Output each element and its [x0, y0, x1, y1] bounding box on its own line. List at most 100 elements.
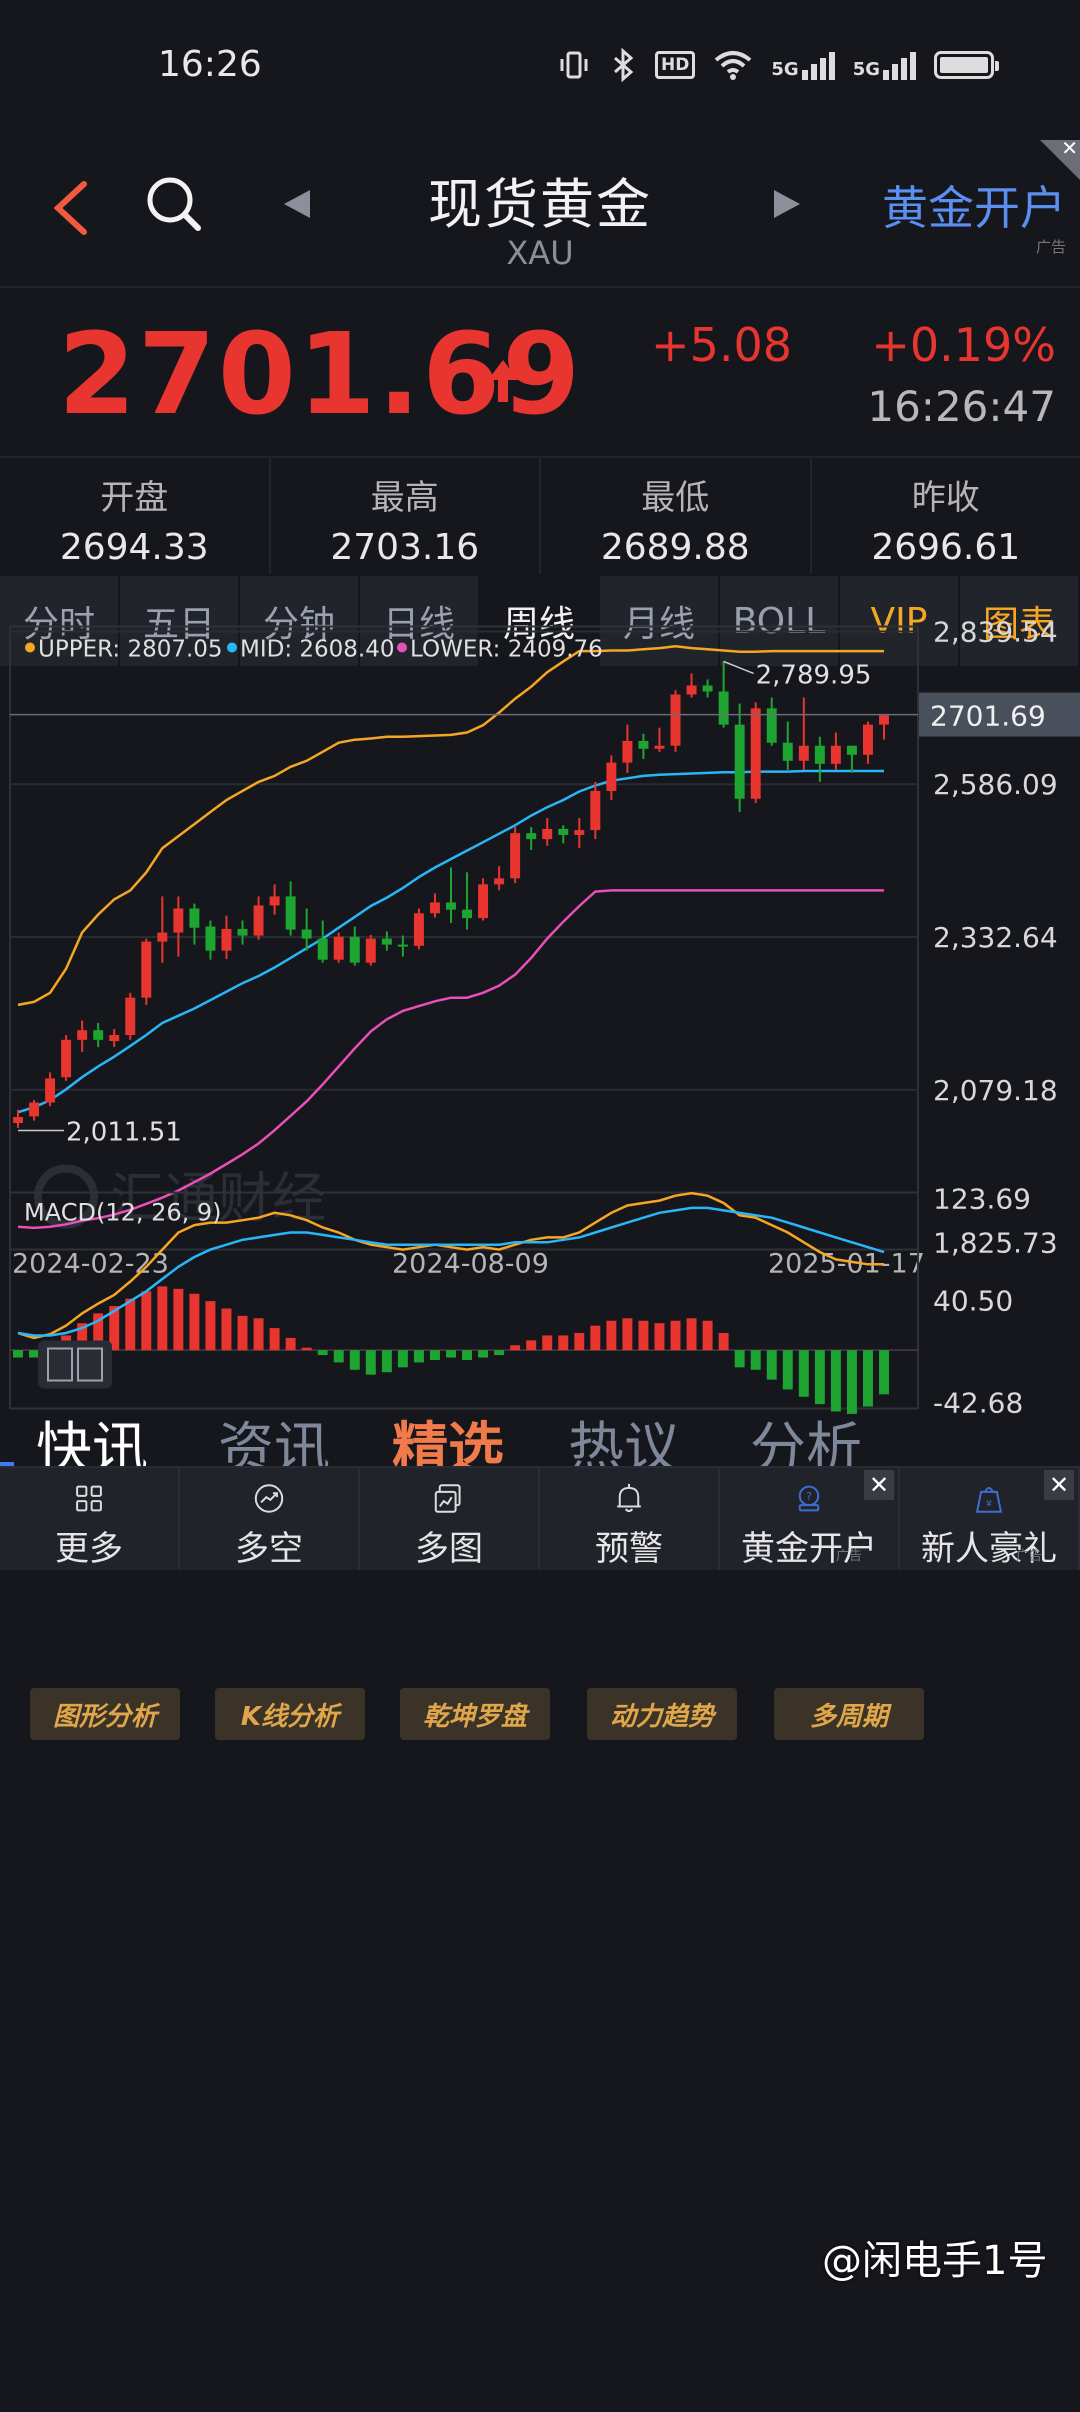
period-tab[interactable]: 分时: [0, 576, 120, 666]
signal-a: 5G: [771, 50, 835, 80]
macd-bar: [381, 1350, 392, 1373]
ohlc-value: 2689.88: [600, 527, 750, 568]
macd-bar: [814, 1350, 825, 1405]
ad-close-corner[interactable]: [1040, 140, 1080, 180]
macd-y-tick-label: -42.68: [933, 1387, 1023, 1420]
macd-bar: [862, 1350, 873, 1407]
ohlc-label: 最低: [641, 478, 710, 518]
candle: [429, 893, 440, 918]
close-icon[interactable]: ✕: [1044, 1470, 1074, 1500]
ad-label: 广告: [835, 1549, 862, 1564]
ohlc-low: 最低 2689.88: [541, 456, 812, 574]
vibrate-icon: [560, 51, 588, 79]
candle: [365, 934, 376, 966]
candle: [109, 1028, 120, 1048]
overlay-watermark-text: @闲电手1号: [822, 2238, 1048, 2284]
scroll-indicator: [0, 1462, 14, 1468]
y-tick-label: 2,079.18: [933, 1074, 1058, 1107]
macd-bar: [830, 1350, 841, 1412]
ohlc-high: 最高 2703.16: [271, 456, 541, 574]
candle: [237, 920, 248, 945]
candle: [173, 896, 184, 957]
candle: [189, 903, 200, 945]
candle: [510, 827, 521, 884]
candle: [462, 872, 473, 930]
macd-bar: [510, 1345, 521, 1351]
nav-item[interactable]: ¥ 新人豪礼 ✕ 广告: [900, 1468, 1080, 1570]
analysis-tools: 图形分析 K线分析 乾坤罗盘 动力趋势 多周期: [0, 1688, 1080, 1748]
period-tab[interactable]: 月线: [600, 576, 720, 666]
candle: [798, 697, 809, 770]
candle: [446, 867, 456, 923]
candle: [494, 866, 505, 891]
kline-chart[interactable]: 汇通财经 2701.69 2,839.54 2,586.09 2,332.64 2,079…: [0, 440, 1080, 1465]
analysis-tool-button[interactable]: 多周期: [774, 1688, 924, 1740]
bottom-nav: 更多 多空 多图 预警? 黄金开户 ✕ 广告 ¥ 新人豪礼 ✕ 广告: [0, 1466, 1080, 1570]
nav-label: 多图: [415, 1529, 483, 1569]
macd-bar: [558, 1335, 569, 1351]
close-icon[interactable]: ✕: [864, 1470, 894, 1500]
status-bar: 16:26 HD 5G 5G: [0, 0, 1080, 140]
ohlc-label: 昨收: [911, 478, 980, 518]
macd-bar: [269, 1328, 280, 1351]
ohlc-value: 2694.33: [59, 527, 209, 568]
period-tab[interactable]: BOLL: [720, 576, 840, 666]
nav-item[interactable]: 更多: [0, 1468, 180, 1570]
analysis-tool-button[interactable]: 动力趋势: [587, 1688, 737, 1740]
candle: [590, 781, 601, 840]
candle: [702, 679, 713, 698]
period-tabs: 分时 五日 分钟 日线 周线 月线 BOLL VIP 图表: [0, 576, 1080, 666]
macd-chart[interactable]: 123.69 40.50 -42.68 MACD(12, 26, 9): [0, 1130, 1080, 1475]
period-tab[interactable]: 五日: [120, 576, 240, 666]
period-tab[interactable]: 周线: [480, 576, 600, 666]
nav-label: 更多: [55, 1529, 123, 1569]
candle: [638, 733, 649, 759]
nav-item[interactable]: 多空: [180, 1468, 360, 1570]
analysis-tool-button[interactable]: 图形分析: [30, 1688, 180, 1740]
y-tick-label: 1,825.73: [933, 1227, 1058, 1260]
candle: [526, 827, 537, 850]
macd-y-tick-label: 40.50: [933, 1285, 1013, 1318]
macd-bar: [141, 1291, 152, 1351]
gold-account-ad-link[interactable]: 黄金开户: [882, 181, 1066, 235]
macd-title: MACD(12, 26, 9): [24, 1199, 222, 1227]
macd-dif-line: [17, 1191, 884, 1340]
candle: [349, 926, 360, 966]
candle: [221, 915, 232, 960]
analysis-tool-button[interactable]: 乾坤罗盘: [400, 1688, 550, 1740]
last-price-tag: [919, 692, 1080, 737]
legend-dot: [25, 642, 35, 653]
status-time: 16:26: [158, 44, 262, 85]
period-tab[interactable]: 分钟: [240, 576, 360, 666]
nav-item[interactable]: ? 黄金开户 ✕ 广告: [720, 1468, 900, 1570]
price-bar: 2701.69 +5.08 +0.19% 16:26:47: [0, 288, 1080, 458]
nav-item[interactable]: 多图: [360, 1468, 540, 1570]
prev-instrument-icon[interactable]: [284, 190, 310, 218]
macd-bar: [718, 1333, 729, 1351]
y-tick-label: 2,839.54: [933, 616, 1058, 649]
macd-bar: [125, 1298, 136, 1351]
candle: [830, 732, 841, 770]
close-icon[interactable]: ✕: [1061, 136, 1078, 160]
candle: [29, 1100, 40, 1121]
boll-lower-line: [17, 889, 884, 1230]
candle: [317, 920, 328, 963]
candle: [333, 932, 344, 963]
back-arrow-icon[interactable]: [48, 176, 94, 240]
search-icon[interactable]: [144, 174, 204, 234]
bull-bear-icon: [254, 1484, 284, 1513]
next-instrument-icon[interactable]: [774, 190, 800, 218]
analysis-tool-button[interactable]: K线分析: [215, 1688, 365, 1740]
ohlc-open: 开盘 2694.33: [0, 456, 271, 574]
up-arrow-icon: [488, 360, 518, 402]
page-title: 现货黄金: [428, 173, 652, 236]
period-tab[interactable]: 图表: [960, 576, 1080, 666]
nav-item[interactable]: 预警: [540, 1468, 720, 1570]
fullscreen-icon[interactable]: [38, 1340, 112, 1389]
x-tick-label: 2025-01-17: [768, 1249, 925, 1280]
gift-bag-icon: ¥: [975, 1486, 1003, 1513]
period-tab[interactable]: 日线: [360, 576, 480, 666]
ad-label: 广告: [1035, 238, 1066, 256]
watermark: 汇通财经: [110, 1167, 326, 1230]
ohlc-label: 开盘: [100, 478, 169, 518]
